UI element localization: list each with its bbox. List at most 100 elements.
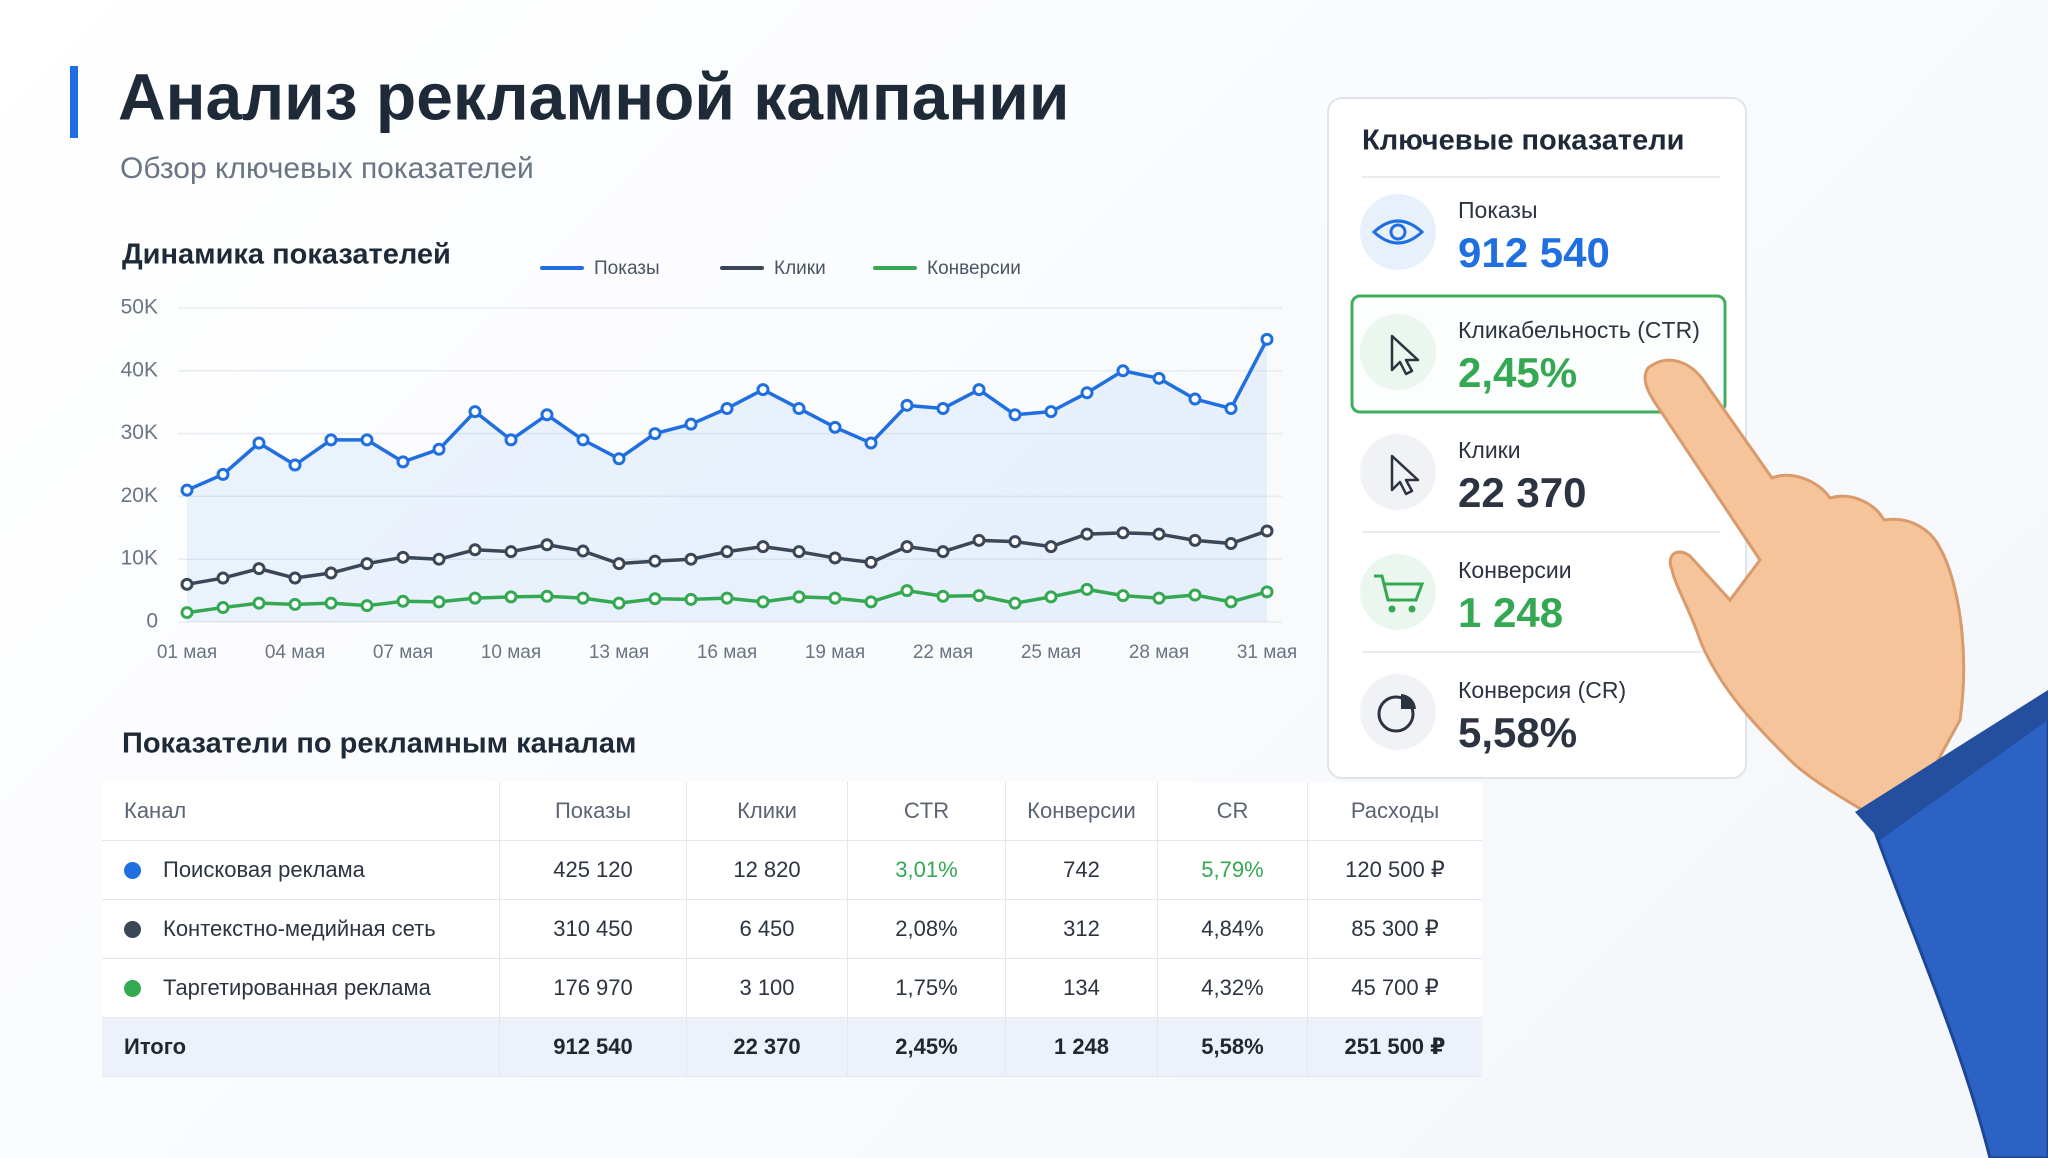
data-point — [576, 591, 590, 605]
data-point — [504, 590, 518, 604]
data-point — [1008, 408, 1022, 422]
data-point — [756, 595, 770, 609]
data-point — [288, 571, 302, 585]
data-point — [252, 562, 266, 576]
cell-text: 45 700 ₽ — [1351, 975, 1439, 1000]
data-point — [576, 544, 590, 558]
data-point — [828, 420, 842, 434]
data-point — [576, 433, 590, 447]
data-point — [252, 596, 266, 610]
data-point — [468, 405, 482, 419]
cell-text: Поисковая реклама — [163, 857, 365, 882]
cell-text: 742 — [1063, 857, 1100, 882]
data-point — [180, 606, 194, 620]
table-cell: 45 700 ₽ — [1307, 958, 1482, 1018]
data-point — [540, 408, 554, 422]
cell-text: 120 500 ₽ — [1345, 857, 1445, 882]
table-cell: 742 — [1005, 840, 1158, 900]
x-tick-label: 25 мая — [1021, 642, 1081, 663]
x-tick-label: 16 мая — [697, 642, 757, 663]
data-point — [612, 452, 626, 466]
kpi-icon-bg — [1360, 314, 1436, 390]
data-point — [1188, 533, 1202, 547]
column-header: Клики — [686, 782, 848, 841]
data-point — [1188, 392, 1202, 406]
table-cell: 2,08% — [847, 899, 1006, 959]
data-point — [720, 401, 734, 415]
kpi-icon-bg — [1360, 554, 1436, 630]
data-point — [360, 433, 374, 447]
icon-cursor — [1390, 334, 1420, 376]
kpi-label: Показы — [1458, 197, 1538, 223]
data-point — [648, 554, 662, 568]
hand-illustration — [1643, 358, 2048, 1158]
cell-text: 2,08% — [895, 916, 958, 941]
cell-text: 3,01% — [895, 857, 958, 882]
data-point — [1260, 524, 1274, 538]
data-point — [1224, 595, 1238, 609]
kpi-value: 5,58% — [1458, 709, 1577, 756]
data-point — [792, 545, 806, 559]
data-point — [648, 592, 662, 606]
channel-dot — [124, 980, 141, 997]
data-point — [1080, 386, 1094, 400]
cell-text: 6 450 — [739, 916, 795, 941]
data-point — [540, 538, 554, 552]
data-point — [684, 417, 698, 431]
data-point — [468, 591, 482, 605]
table-cell: 134 — [1005, 958, 1158, 1018]
kpi-value: 22 370 — [1458, 469, 1586, 516]
data-point — [360, 599, 374, 613]
data-point — [468, 543, 482, 557]
data-point — [936, 545, 950, 559]
icon-cart — [1374, 574, 1425, 602]
data-point — [1008, 596, 1022, 610]
cell-text: 134 — [1063, 975, 1100, 1000]
page-subtitle: Обзор ключевых показателей — [120, 152, 534, 185]
table-cell: 3 100 — [686, 958, 848, 1018]
cell-text: 1,75% — [895, 975, 958, 1000]
icon-eye-pupil — [1389, 223, 1407, 241]
table-cell: 312 — [1005, 899, 1158, 959]
x-tick-label: 01 мая — [157, 642, 217, 663]
data-point — [972, 383, 986, 397]
data-point — [1044, 590, 1058, 604]
kpi-value: 2,45% — [1458, 349, 1577, 396]
data-point — [864, 595, 878, 609]
data-point — [1260, 332, 1274, 346]
data-point — [396, 455, 410, 469]
data-point — [720, 591, 734, 605]
icon-cart-wheel — [1408, 605, 1416, 613]
table-cell: 4,84% — [1157, 899, 1308, 959]
kpi-value: 1 248 — [1458, 589, 1563, 636]
cell-text: 312 — [1063, 916, 1100, 941]
page-title: Анализ рекламной кампании — [118, 59, 1069, 133]
data-point — [288, 458, 302, 472]
icon-cursor — [1390, 454, 1420, 496]
data-point — [900, 584, 914, 598]
data-point — [504, 545, 518, 559]
data-point — [864, 436, 878, 450]
cell-text: 85 300 ₽ — [1351, 916, 1439, 941]
data-point — [612, 596, 626, 610]
column-header: Показы — [499, 782, 687, 841]
kpi-list: Показы 912 540 Кликабельность (CTR) 2,45% Кл… — [1350, 176, 1727, 756]
data-point — [180, 483, 194, 497]
data-point — [1008, 535, 1022, 549]
data-point — [1152, 371, 1166, 385]
table-cell: 3,01% — [847, 840, 1006, 900]
column-header: CTR — [847, 782, 1006, 841]
x-tick-label: 19 мая — [805, 642, 865, 663]
table-total-row: Итого 912 540 22 370 2,45% 1 248 5,58% 251 500… — [102, 1017, 1482, 1077]
total-cell: 22 370 — [686, 1017, 848, 1077]
data-point — [396, 550, 410, 564]
data-point — [936, 589, 950, 603]
data-point — [972, 589, 986, 603]
y-tick-label: 10K — [121, 547, 158, 570]
kpi-icon-bg — [1360, 674, 1436, 750]
total-cell: 5,58% — [1157, 1017, 1308, 1077]
cell-text: 310 450 — [553, 916, 633, 941]
table-cell: 4,32% — [1157, 958, 1308, 1018]
